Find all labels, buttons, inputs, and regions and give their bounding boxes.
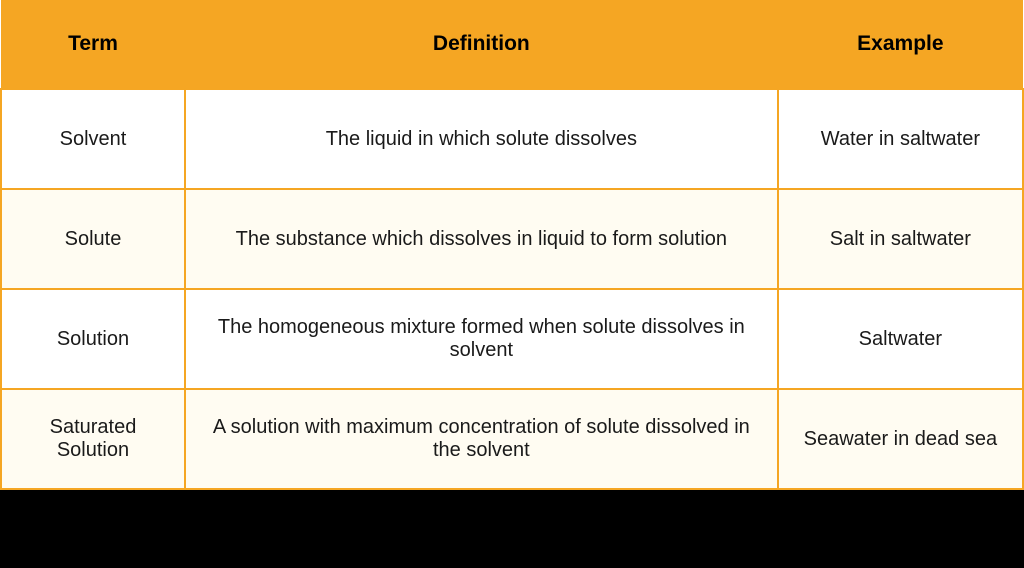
header-term: Term xyxy=(1,0,185,89)
table-row: Solvent The liquid in which solute disso… xyxy=(1,89,1023,189)
cell-definition: The homogeneous mixture formed when solu… xyxy=(185,289,778,389)
table-row: Solute The substance which dissolves in … xyxy=(1,189,1023,289)
cell-example: Water in saltwater xyxy=(778,89,1023,189)
definitions-table: Term Definition Example Solvent The liqu… xyxy=(0,0,1024,490)
cell-term: Solution xyxy=(1,289,185,389)
header-definition: Definition xyxy=(185,0,778,89)
cell-example: Salt in saltwater xyxy=(778,189,1023,289)
cell-term: Saturated Solution xyxy=(1,389,185,489)
table-row: Saturated Solution A solution with maxim… xyxy=(1,389,1023,489)
header-example: Example xyxy=(778,0,1023,89)
definitions-table-container: Term Definition Example Solvent The liqu… xyxy=(0,0,1024,568)
cell-definition: The liquid in which solute dissolves xyxy=(185,89,778,189)
cell-term: Solvent xyxy=(1,89,185,189)
cell-example: Seawater in dead sea xyxy=(778,389,1023,489)
table-header-row: Term Definition Example xyxy=(1,0,1023,89)
table-row: Solution The homogeneous mixture formed … xyxy=(1,289,1023,389)
cell-term: Solute xyxy=(1,189,185,289)
bottom-bar xyxy=(0,490,1024,568)
cell-example: Saltwater xyxy=(778,289,1023,389)
cell-definition: A solution with maximum concentration of… xyxy=(185,389,778,489)
cell-definition: The substance which dissolves in liquid … xyxy=(185,189,778,289)
